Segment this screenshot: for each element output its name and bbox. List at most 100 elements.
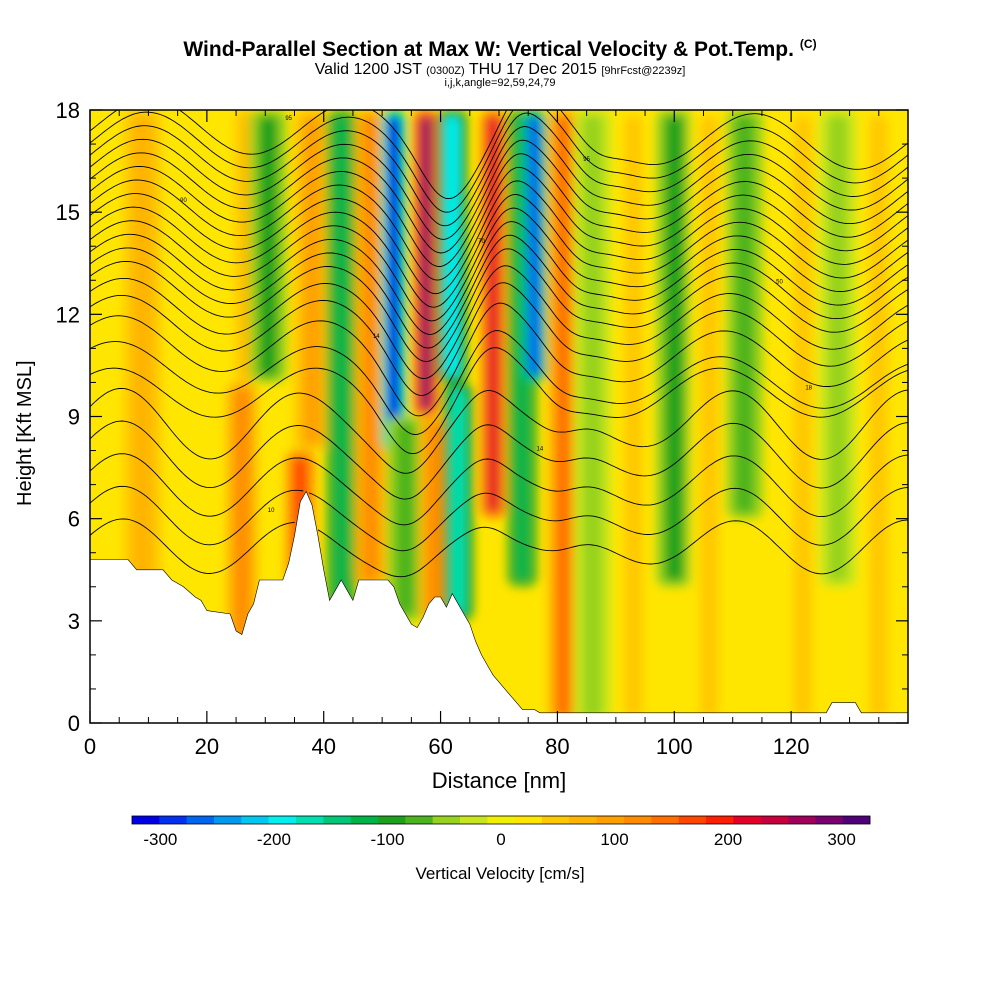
colorbar-swatch-24 bbox=[788, 816, 816, 824]
contour-label-7: 14 bbox=[373, 334, 380, 340]
colorbar-swatch-21 bbox=[706, 816, 734, 824]
colorbar-swatch-22 bbox=[733, 816, 761, 824]
contour-label-16: 90 bbox=[180, 198, 187, 204]
colorbar-tick-label-0: -300 bbox=[143, 830, 177, 849]
w-band-core-17 bbox=[555, 116, 571, 717]
colorbar-swatch-25 bbox=[815, 816, 843, 824]
theta-contour-15 bbox=[90, 180, 908, 295]
theta-contour-13 bbox=[90, 207, 908, 322]
colorbar-label: Vertical Velocity [cm/s] bbox=[415, 864, 585, 883]
theta-contour-12 bbox=[90, 221, 908, 335]
theta-contour-22 bbox=[90, 110, 908, 200]
forecast-info: [9hrFcst@2239z] bbox=[601, 65, 686, 77]
colorbar-swatch-5 bbox=[268, 816, 297, 824]
colorbar-swatch-16 bbox=[569, 816, 597, 824]
colorbar-swatch-9 bbox=[378, 816, 406, 824]
colorbar-swatch-23 bbox=[760, 816, 789, 824]
colorbar-swatch-26 bbox=[842, 816, 871, 824]
terrain-polygon bbox=[90, 490, 908, 723]
contour-label-13: 70 bbox=[478, 239, 485, 245]
w-band-core-5 bbox=[302, 116, 322, 445]
w-band-core-9 bbox=[396, 422, 415, 615]
colorbar-swatch-3 bbox=[214, 816, 242, 824]
valid-time-date: THU 17 Dec 2015 bbox=[464, 61, 602, 78]
x-tick-label-5: 100 bbox=[656, 734, 693, 759]
y-tick-label-4: 12 bbox=[56, 302, 80, 327]
y-tick-label-6: 18 bbox=[56, 98, 80, 123]
x-axis-label: Distance [nm] bbox=[431, 768, 567, 793]
theta-contour-11 bbox=[90, 234, 908, 349]
contour-label-10: 50 bbox=[776, 280, 783, 286]
w-band-core-14 bbox=[486, 116, 500, 513]
chart-title: Wind-Parallel Section at Max W: Vertical… bbox=[0, 37, 1000, 62]
contour-label-5: 18 bbox=[805, 385, 812, 391]
theta-contour-21 bbox=[90, 110, 908, 213]
theta-contour-9 bbox=[90, 265, 908, 379]
grid-info: i,j,k,angle=92,59,24,79 bbox=[444, 77, 556, 89]
x-tick-label-1: 20 bbox=[195, 734, 219, 759]
colorbar-frame bbox=[131, 815, 871, 825]
w-band-core-18 bbox=[583, 116, 602, 717]
contour-label-1: 10 bbox=[268, 508, 275, 514]
x-tick-label-6: 120 bbox=[773, 734, 810, 759]
valid-time-main: Valid 1200 JST bbox=[314, 61, 427, 78]
theta-contour-5 bbox=[90, 347, 908, 455]
theta-contour-17 bbox=[90, 153, 908, 267]
colorbar-swatch-13 bbox=[487, 816, 515, 824]
y-tick-label-2: 6 bbox=[68, 507, 80, 532]
w-band-core-23 bbox=[793, 116, 813, 717]
w-band-core-11 bbox=[427, 422, 443, 615]
x-tick-label-0: 0 bbox=[84, 734, 96, 759]
colorbar-swatch-1 bbox=[159, 816, 187, 824]
w-band-core-0 bbox=[133, 116, 152, 717]
theta-contour-10 bbox=[90, 248, 908, 363]
contour-label-3: 14 bbox=[537, 447, 544, 453]
copyright-mark: (C) bbox=[799, 37, 817, 51]
w-band-core-6 bbox=[333, 116, 349, 649]
colorbar-tick-label-3: 0 bbox=[496, 830, 505, 849]
colorbar-swatch-20 bbox=[678, 816, 707, 824]
colorbar-swatch-11 bbox=[432, 816, 461, 824]
colorbar-swatch-15 bbox=[542, 816, 570, 824]
theta-contour-0 bbox=[90, 518, 908, 578]
colorbar-swatch-12 bbox=[460, 816, 488, 824]
colorbar-tick-label-2: -100 bbox=[370, 830, 404, 849]
colorbar-tick-label-1: -200 bbox=[257, 830, 291, 849]
theta-contour-4 bbox=[90, 387, 908, 474]
y-axis-label: Height [Kft MSL] bbox=[14, 360, 36, 506]
w-band-core-20 bbox=[664, 116, 684, 581]
theta-contours: 10 14 18 14 50 70 90 95 95 bbox=[90, 110, 908, 578]
w-band-core-19 bbox=[624, 116, 643, 717]
theta-contour-1 bbox=[90, 485, 908, 552]
colorbar-tick-label-5: 200 bbox=[714, 830, 742, 849]
theta-contour-6 bbox=[90, 330, 908, 435]
theta-contour-2 bbox=[90, 453, 908, 526]
colorbar-swatch-2 bbox=[186, 816, 215, 824]
y-tick-label-0: 0 bbox=[68, 711, 80, 736]
w-band-core-21 bbox=[699, 116, 719, 717]
theta-contour-8 bbox=[90, 282, 908, 396]
w-band-core-13 bbox=[444, 116, 460, 377]
axes: 0 20 40 60 80 100 120 0 3 6 9 12 15 18 bbox=[56, 98, 908, 759]
colorbar-swatch-6 bbox=[296, 816, 324, 824]
colorbar-swatch-7 bbox=[323, 816, 351, 824]
y-tick-label-3: 9 bbox=[68, 405, 80, 430]
contour-label-19: 95 bbox=[583, 157, 590, 163]
contour-label-22: 95 bbox=[285, 116, 292, 122]
x-tick-label-3: 60 bbox=[428, 734, 452, 759]
theta-contour-14 bbox=[90, 194, 908, 308]
theta-contour-19 bbox=[90, 126, 908, 240]
colorbar-swatch-0 bbox=[132, 816, 160, 824]
terrain-mask bbox=[90, 490, 908, 723]
colorbar-tick-label-6: 300 bbox=[827, 830, 855, 849]
colorbar-swatch-10 bbox=[405, 816, 433, 824]
colorbar-swatch-8 bbox=[350, 816, 379, 824]
theta-contour-3 bbox=[90, 420, 908, 500]
theta-contour-16 bbox=[90, 166, 908, 281]
theta-contour-20 bbox=[90, 112, 908, 227]
colorbar-swatch-18 bbox=[624, 816, 652, 824]
colorbar: -300 -200 -100 0 100 200 300 bbox=[131, 815, 871, 849]
colorbar-swatch-4 bbox=[241, 816, 269, 824]
w-band-core-8 bbox=[387, 116, 401, 445]
colorbar-swatch-14 bbox=[514, 816, 543, 824]
